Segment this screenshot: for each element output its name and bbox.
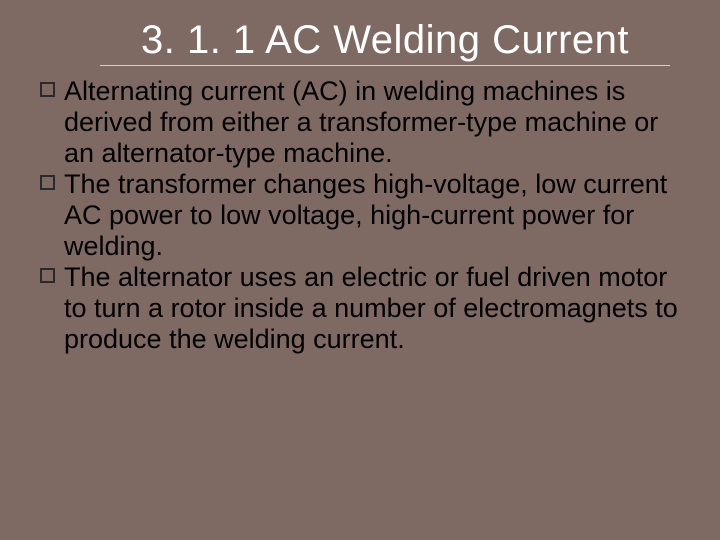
slide-body: Alternating current (AC) in welding mach… [40,76,690,355]
bullet-item: The alternator uses an electric or fuel … [40,262,680,355]
bullet-item: Alternating current (AC) in welding mach… [40,76,680,169]
bullet-item: The transformer changes high-voltage, lo… [40,169,680,262]
bullet-text: Alternating current (AC) in welding mach… [64,76,658,168]
square-bullet-icon [40,82,55,97]
slide: 3. 1. 1 AC Welding Current Alternating c… [0,0,720,540]
square-bullet-icon [40,175,55,190]
slide-title: 3. 1. 1 AC Welding Current [100,18,670,66]
bullet-text: The transformer changes high-voltage, lo… [64,169,667,261]
bullet-text: The alternator uses an electric or fuel … [64,262,678,354]
square-bullet-icon [40,268,55,283]
